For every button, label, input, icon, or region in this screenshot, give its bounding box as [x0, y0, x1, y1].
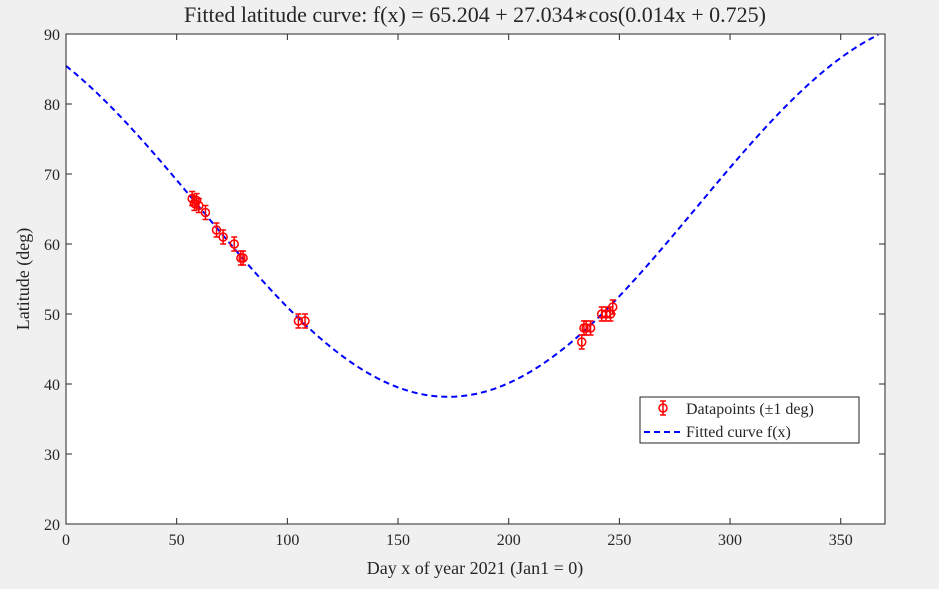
y-tick-label: 20	[44, 517, 60, 534]
y-tick-label: 90	[44, 27, 60, 44]
ticks-layer: 0 50 100 150 200 250 300 350 20 30 40 50 60 70 80 90	[44, 27, 885, 549]
y-axis-label: Latitude (deg)	[13, 228, 34, 330]
y-tick-label: 50	[44, 307, 60, 324]
y-tick-label: 30	[44, 447, 60, 464]
y-tick-label: 40	[44, 377, 60, 394]
datapoint	[191, 192, 202, 209]
datapoint-marker	[191, 195, 202, 206]
datapoint	[293, 313, 304, 329]
y-tick-label: 80	[44, 97, 60, 114]
curve-layer	[65, 33, 879, 398]
x-tick-label: 350	[829, 532, 853, 549]
x-tick-label: 0	[62, 532, 70, 549]
datapoint	[607, 299, 618, 315]
datapoint	[585, 320, 596, 336]
x-tick-label: 250	[607, 532, 631, 549]
datapoint	[238, 250, 248, 266]
datapoint-marker	[238, 253, 248, 263]
datapoint-marker	[200, 207, 211, 218]
fitted-curve-line	[65, 33, 879, 398]
x-tick-label: 150	[386, 532, 410, 549]
legend: Datapoints (±1 deg) Fitted curve f(x)	[639, 396, 860, 444]
points-layer	[187, 190, 618, 350]
x-axis-label: Day x of year 2021 (Jan1 = 0)	[367, 558, 584, 579]
plot-area	[66, 34, 885, 524]
legend-marker-datapoints	[658, 400, 668, 416]
legend-label-fit: Fitted curve f(x)	[686, 424, 791, 441]
datapoint-marker	[300, 316, 310, 326]
datapoint-marker	[229, 239, 239, 249]
datapoint	[300, 313, 310, 329]
x-tick-label: 100	[275, 532, 299, 549]
datapoint-marker	[218, 232, 228, 242]
datapoint-marker	[576, 337, 587, 347]
legend-label-datapoints: Datapoints (±1 deg)	[686, 401, 814, 418]
legend-box	[639, 396, 860, 444]
axes-box	[65, 33, 886, 525]
y-tick-label: 70	[44, 167, 60, 184]
datapoint-marker	[293, 316, 304, 326]
chart-title: Fitted latitude curve: f(x) = 65.204 + 2…	[184, 2, 766, 27]
datapoint	[229, 236, 239, 252]
datapoint	[200, 204, 211, 221]
x-tick-label: 200	[497, 532, 521, 549]
x-tick-label: 300	[718, 532, 742, 549]
datapoint-marker	[607, 302, 618, 312]
x-tick-label: 50	[169, 532, 185, 549]
y-tick-label: 60	[44, 237, 60, 254]
datapoint-marker	[585, 323, 596, 333]
datapoint	[218, 229, 228, 245]
